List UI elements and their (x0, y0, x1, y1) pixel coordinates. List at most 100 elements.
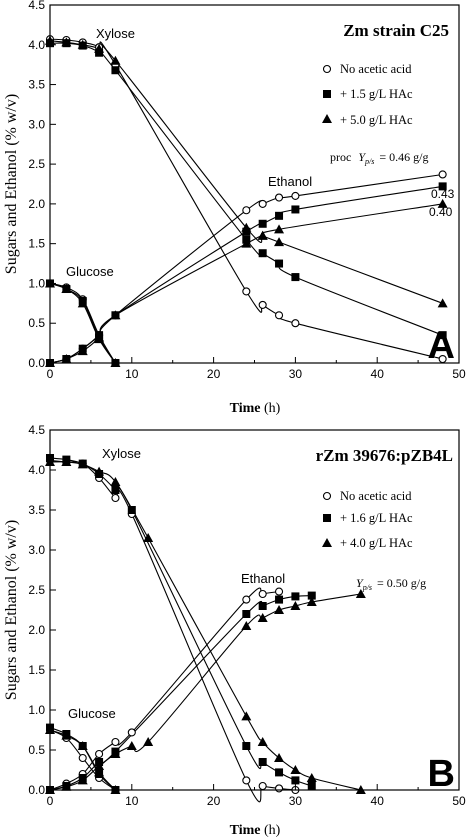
ethanol-point (242, 206, 251, 215)
y-tick-label: 3.5 (28, 503, 45, 517)
ethanol-point (143, 737, 154, 746)
legend-marker-filled-square (323, 514, 331, 522)
glucose-point (77, 298, 88, 308)
xylose-point (110, 55, 121, 65)
ethanol-point (258, 219, 267, 228)
ethanol-point (77, 346, 88, 356)
ethanol-point (306, 597, 317, 606)
glucose-point (61, 730, 72, 740)
xylose-point (77, 459, 88, 469)
legend-marker-filled-square (323, 90, 331, 98)
xylose-annotation: Xylose (96, 26, 135, 41)
xylose-point (258, 300, 267, 309)
y-tick-label: 0.0 (28, 356, 45, 370)
glucose-point (94, 767, 105, 777)
legend-label: + 4.0 g/L HAc (340, 536, 413, 550)
y-tick-label: 2.5 (28, 157, 45, 171)
ethanol-point (291, 205, 300, 214)
x-tick-label: 30 (289, 367, 303, 381)
xylose-point (111, 493, 120, 503)
ethanol-point (94, 761, 105, 770)
xylose-point (110, 477, 121, 486)
xylose-point (275, 768, 284, 777)
ethanol-point (437, 198, 448, 208)
chart-title: Zm strain C25 (343, 21, 449, 40)
yield-annotation-3: 0.40 (429, 205, 453, 219)
x-tick-label: 0 (47, 367, 54, 381)
xylose-point (291, 776, 300, 785)
ethanol-point (291, 592, 300, 601)
xylose-point (290, 765, 301, 774)
yield-annotation: Yp/s = 0.50 g/g (356, 576, 426, 593)
ethanol-point (61, 781, 72, 791)
legend-marker-open-circle (322, 491, 332, 501)
y-tick-label: 1.5 (28, 663, 45, 677)
ethanol-point (274, 193, 284, 202)
ethanol-point (258, 199, 267, 208)
yield-annotation-2: 0.43 (431, 187, 455, 201)
xylose-point (275, 259, 284, 268)
glucose-point (77, 741, 88, 750)
xylose-point (258, 758, 267, 766)
xylose-point (77, 39, 88, 49)
glucose-annotation: Glucose (66, 264, 114, 279)
xylose-point (143, 533, 154, 542)
legend: No acetic acid + 1.6 g/L HAc + 4.0 g/L H… (322, 489, 413, 550)
y-tick-label: 1.0 (28, 276, 45, 290)
x-tick-label: 40 (371, 794, 385, 808)
xylose-point (111, 66, 120, 75)
ethanol-point (257, 613, 268, 622)
xylose-point (306, 773, 317, 782)
ethanol-point (307, 591, 316, 600)
ethanol-point (290, 601, 301, 610)
x-axis-label: Time (h) (230, 823, 281, 838)
legend-label: + 1.5 g/L HAc (340, 87, 413, 101)
xylose-point (61, 457, 72, 466)
xylose-point (274, 753, 285, 762)
ethanol-point (77, 775, 88, 785)
x-tick-label: 20 (207, 794, 221, 808)
ethanol-point (257, 230, 268, 240)
x-tick-label: 50 (452, 367, 466, 381)
ethanol-point (110, 310, 121, 320)
ethanol-point (274, 224, 285, 234)
xylose-point (438, 331, 447, 340)
y-tick-label: 3.5 (28, 78, 45, 92)
xylose-point (242, 776, 251, 785)
yield-annotation: proc Yp/s = 0.46 g/g (330, 150, 428, 167)
ethanol-point (242, 610, 251, 618)
xylose-point (94, 466, 105, 476)
panel-letter: A (428, 325, 455, 367)
xylose-point (258, 781, 267, 791)
chart-title: rZm 39676:pZB4L (316, 446, 453, 465)
legend-label: No acetic acid (340, 489, 412, 503)
xylose-annotation: Xylose (102, 446, 141, 461)
x-tick-label: 40 (371, 367, 385, 381)
y-axis-label: Sugars and Ethanol (% w/v) (3, 94, 20, 274)
ethanol-point (94, 332, 105, 342)
xylose-point (274, 311, 284, 320)
y-tick-label: 4.0 (28, 463, 45, 477)
y-tick-label: 1.0 (28, 703, 45, 717)
x-tick-label: 10 (125, 794, 139, 808)
ethanol-curve (49, 185, 443, 364)
ethanol-annotation: Ethanol (268, 174, 312, 189)
ethanol-point (274, 587, 284, 596)
xylose-point (437, 298, 448, 308)
xylose-point (274, 237, 285, 247)
glucose-point (78, 753, 87, 763)
ethanol-point (241, 238, 252, 248)
legend-label: + 5.0 g/L HAc (340, 113, 413, 127)
ethanol-point (258, 602, 267, 610)
xylose-curve (49, 457, 312, 787)
legend-marker-filled-triangle (322, 538, 332, 547)
y-tick-label: 4.5 (28, 0, 45, 12)
x-tick-label: 0 (47, 794, 54, 808)
legend-marker-filled-triangle (322, 114, 332, 123)
xylose-point (258, 249, 267, 258)
ethanol-point (95, 749, 104, 759)
xylose-point (127, 506, 136, 514)
y-tick-label: 2.5 (28, 583, 45, 597)
xylose-point (291, 273, 300, 282)
